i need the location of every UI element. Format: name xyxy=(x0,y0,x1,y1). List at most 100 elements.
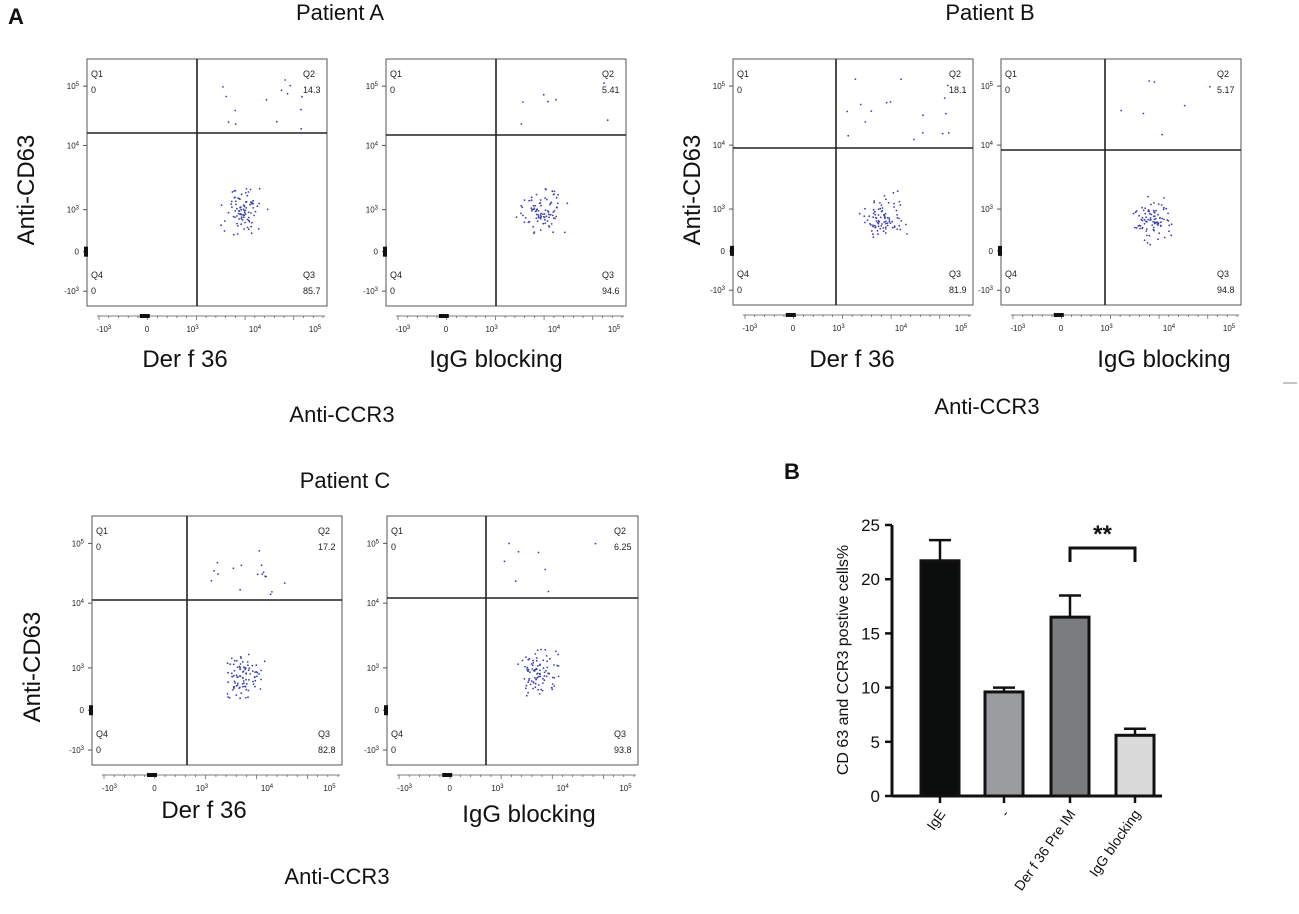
event-dot xyxy=(242,676,245,679)
event-dot xyxy=(872,212,875,215)
event-dot xyxy=(269,593,272,596)
event-dot xyxy=(535,213,538,216)
event-dot xyxy=(271,591,273,593)
y-axis-label: Anti-CD63 xyxy=(19,612,46,723)
event-dot xyxy=(542,667,545,670)
event-dot xyxy=(1135,227,1138,229)
event-dot xyxy=(551,190,554,193)
x-tick-label: 104 xyxy=(557,784,570,793)
y-tick-label: 104 xyxy=(981,141,994,150)
event-dot xyxy=(531,664,534,667)
axis-zero-marker xyxy=(1053,313,1064,317)
event-dot xyxy=(883,221,886,224)
event-dot xyxy=(532,669,535,672)
quadrant-q1-value: 0 xyxy=(390,85,395,95)
axis-zero-marker xyxy=(998,245,1002,256)
event-dots xyxy=(1120,80,1211,246)
event-dot xyxy=(243,228,246,230)
event-dot xyxy=(1160,204,1163,206)
event-dot xyxy=(1141,219,1144,222)
event-dot xyxy=(537,684,540,686)
y-axis-label: Anti-CD63 xyxy=(13,135,40,246)
event-dot xyxy=(251,670,254,672)
x-tick-label: -103 xyxy=(96,325,112,334)
event-dot xyxy=(553,210,556,212)
event-dot xyxy=(244,201,247,203)
quadrant-q4-value: 0 xyxy=(737,285,742,295)
event-dot xyxy=(240,217,243,220)
event-dot xyxy=(896,214,898,216)
event-dot xyxy=(544,568,547,571)
event-dot xyxy=(266,208,269,211)
flow-plot: Q1 0 Q2 5.41 Q3 94.6 Q4 0 105 104 103 0 -103 -103 0 103… xyxy=(363,58,627,373)
event-dot xyxy=(1147,195,1149,198)
event-dot xyxy=(536,208,538,211)
event-dot xyxy=(244,685,247,688)
event-dot xyxy=(553,193,555,196)
event-dot xyxy=(252,199,255,202)
event-dot xyxy=(539,672,541,675)
event-dot xyxy=(289,84,292,87)
x-axis-label: Anti-CCR3 xyxy=(284,864,389,889)
event-dot xyxy=(872,236,875,239)
quadrant-q3-value: 94.8 xyxy=(1217,285,1235,295)
event-dot xyxy=(1157,213,1159,216)
event-dot xyxy=(246,226,249,229)
event-dot xyxy=(301,95,303,98)
event-dot xyxy=(1148,80,1151,82)
event-dot xyxy=(1145,228,1148,230)
event-dot xyxy=(530,199,533,202)
event-dot xyxy=(941,132,944,135)
event-dot xyxy=(247,696,249,699)
event-dot xyxy=(870,230,873,232)
event-dot xyxy=(859,103,862,106)
quadrant-q1-value: 0 xyxy=(96,542,101,552)
event-dot xyxy=(247,653,250,656)
event-dot xyxy=(1120,109,1123,112)
event-dot xyxy=(550,223,553,225)
event-dot xyxy=(530,680,533,683)
event-dot xyxy=(1144,220,1147,223)
event-dot xyxy=(922,114,924,117)
event-dot xyxy=(1168,230,1170,233)
event-dot xyxy=(1138,224,1141,227)
y-tick-label: -103 xyxy=(69,746,85,755)
event-dot xyxy=(872,208,875,211)
event-dot xyxy=(254,685,256,688)
event-dot xyxy=(245,672,248,674)
event-dot xyxy=(234,210,237,212)
x-tick-label: 0 xyxy=(152,784,157,793)
event-dot xyxy=(520,212,522,215)
event-dot xyxy=(1154,217,1157,220)
quadrant-q2-label: Q2 xyxy=(614,526,626,536)
plot-frame xyxy=(86,58,328,307)
event-dot xyxy=(235,674,238,677)
event-dot xyxy=(544,209,547,212)
event-dot xyxy=(550,686,553,689)
event-dot xyxy=(1168,224,1171,227)
plot-frame xyxy=(1000,58,1242,306)
event-dot xyxy=(1162,208,1165,211)
event-dot xyxy=(284,79,287,81)
x-tick-label: -103 xyxy=(397,784,413,793)
event-dot xyxy=(1149,219,1151,222)
event-dot xyxy=(879,207,882,210)
event-dot xyxy=(508,542,510,545)
event-dot xyxy=(534,653,537,655)
event-dot xyxy=(545,215,548,218)
event-dot xyxy=(239,655,242,658)
event-dot xyxy=(943,97,946,99)
event-dot xyxy=(545,655,548,657)
event-dot xyxy=(530,207,533,210)
event-dot xyxy=(870,224,872,226)
event-dot xyxy=(548,216,550,219)
event-dot xyxy=(543,679,546,682)
event-dot xyxy=(900,220,903,222)
event-dot xyxy=(876,221,879,224)
event-dot xyxy=(603,82,605,84)
quadrant-q4-label: Q4 xyxy=(737,269,749,279)
y-tick-label: 0 xyxy=(989,247,994,256)
bar-y-axis-label: CD 63 and CCR3 postive cells% xyxy=(835,545,852,775)
event-dot xyxy=(210,579,213,582)
quadrant-q2-label: Q2 xyxy=(1217,69,1229,79)
